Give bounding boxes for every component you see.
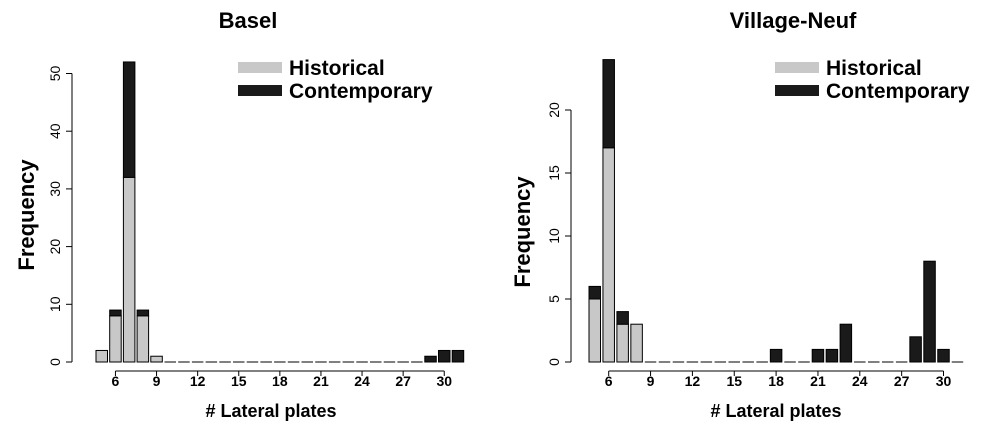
y-axis-label: Frequency xyxy=(510,176,535,288)
bar-contemporary xyxy=(136,309,150,317)
y-tick-label: 10 xyxy=(546,228,562,244)
bar-historical xyxy=(95,349,108,363)
chart-panel-0: Basel 0 10 20 30 40 50 6 9 12 15 18 21 24 27 30 # Latera… xyxy=(14,8,465,421)
x-tick-label: 30 xyxy=(436,373,452,389)
y-tick-label: 40 xyxy=(47,123,63,139)
bar-contemporary xyxy=(825,348,839,363)
bar-contemporary xyxy=(109,309,122,317)
bar-contemporary xyxy=(588,285,601,300)
bar-contemporary xyxy=(602,59,615,149)
x-tick-label: 12 xyxy=(190,373,206,389)
bar-contemporary xyxy=(451,349,465,363)
bar-contemporary xyxy=(923,260,936,363)
x-tick-label: 15 xyxy=(231,373,247,389)
x-axis-label: # Lateral plates xyxy=(710,401,841,421)
y-tick-label: 0 xyxy=(546,358,562,366)
legend-label-historical: Historical xyxy=(826,57,922,80)
y-tick-label: 15 xyxy=(546,165,562,181)
x-tick-label: 9 xyxy=(153,373,161,389)
y-tick-label: 30 xyxy=(47,181,63,197)
chart-panel-1: Village-Neuf 0 5 10 15 20 6 9 12 15 18 21 24 27 30 # La… xyxy=(510,8,970,421)
legend-swatch-contemporary xyxy=(775,85,819,96)
bar-contemporary xyxy=(616,311,629,325)
bar-historical xyxy=(616,323,629,363)
bar-contemporary xyxy=(909,336,922,363)
x-tick-label: 27 xyxy=(395,373,411,389)
bar-contemporary xyxy=(438,349,451,363)
x-tick-label: 6 xyxy=(605,373,613,389)
bar-historical xyxy=(150,355,163,363)
x-tick-label: 12 xyxy=(685,373,701,389)
bar-historical xyxy=(136,315,150,363)
chart-title: Basel xyxy=(219,8,278,33)
x-tick-label: 24 xyxy=(354,373,370,389)
x-tick-label: 21 xyxy=(810,373,826,389)
x-tick-label: 15 xyxy=(726,373,742,389)
y-tick-label: 5 xyxy=(546,295,562,303)
x-tick-label: 24 xyxy=(852,373,868,389)
legend-label-historical: Historical xyxy=(289,57,385,80)
y-tick-label: 20 xyxy=(546,102,562,118)
bar-contemporary xyxy=(769,348,783,363)
x-tick-label: 18 xyxy=(768,373,784,389)
bar-historical xyxy=(630,323,643,363)
x-tick-label: 21 xyxy=(313,373,329,389)
bar-contemporary xyxy=(937,348,950,363)
bar-historical xyxy=(602,147,615,363)
x-tick-label: 9 xyxy=(647,373,655,389)
legend-swatch-contemporary xyxy=(238,85,282,96)
bar-historical xyxy=(109,315,122,363)
bar-contemporary xyxy=(811,348,825,363)
legend-swatch-historical xyxy=(238,62,282,73)
y-tick-label: 50 xyxy=(47,66,63,82)
x-tick-label: 30 xyxy=(936,373,952,389)
x-axis-label: # Lateral plates xyxy=(205,401,336,421)
x-tick-label: 6 xyxy=(112,373,120,389)
legend-swatch-historical xyxy=(775,62,819,73)
x-tick-label: 27 xyxy=(894,373,910,389)
bar-historical xyxy=(588,298,601,363)
y-tick-label: 0 xyxy=(47,358,63,366)
bar-contemporary xyxy=(122,61,136,178)
legend-label-contemporary: Contemporary xyxy=(289,80,433,103)
bar-contemporary xyxy=(839,323,853,363)
bar-historical xyxy=(122,176,136,363)
legend-label-contemporary: Contemporary xyxy=(826,80,970,103)
x-tick-label: 18 xyxy=(272,373,288,389)
y-axis-label: Frequency xyxy=(14,159,39,271)
bar-contemporary xyxy=(424,355,437,363)
chart-title: Village-Neuf xyxy=(730,8,857,33)
y-tick-label: 20 xyxy=(47,239,63,255)
y-tick-label: 10 xyxy=(47,296,63,312)
